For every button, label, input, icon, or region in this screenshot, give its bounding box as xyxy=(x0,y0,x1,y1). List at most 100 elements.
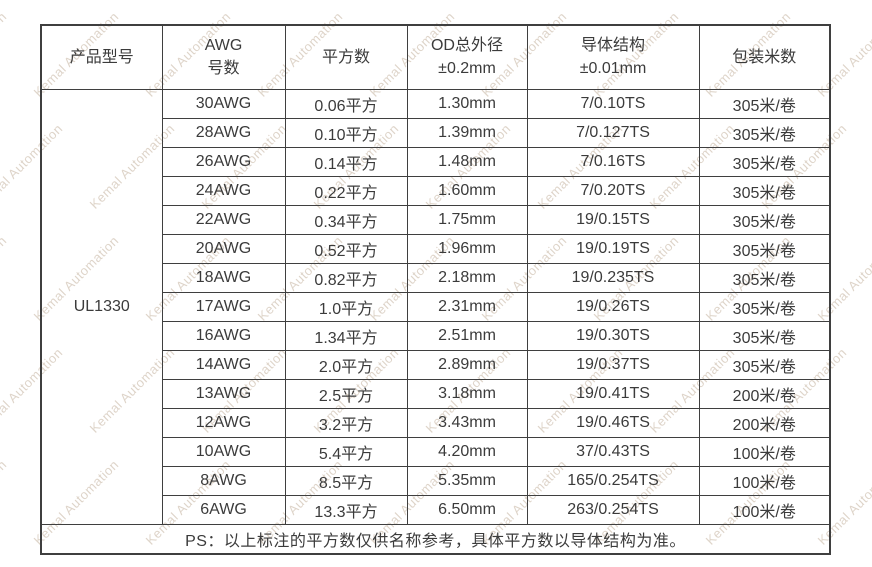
awg-cell: 18AWG xyxy=(161,262,286,293)
header-product-model: 产品型号 xyxy=(40,24,163,90)
sqmm-cell: 0.22平方 xyxy=(284,175,408,206)
awg-cell: 14AWG xyxy=(161,349,286,380)
table-row: 12AWG 3.2平方 3.43mm 19/0.46TS 200米/卷 xyxy=(41,407,831,438)
table-row: 24AWG 0.22平方 1.60mm 7/0.20TS 305米/卷 xyxy=(41,175,831,206)
od-cell: 1.48mm xyxy=(406,146,528,177)
header-awg: AWG 号数 xyxy=(161,24,286,90)
conductor-cell: 165/0.254TS xyxy=(526,465,700,496)
header-sqmm: 平方数 xyxy=(284,24,408,90)
conductor-cell: 19/0.26TS xyxy=(526,291,700,322)
conductor-cell: 19/0.15TS xyxy=(526,204,700,235)
od-cell: 2.31mm xyxy=(406,291,528,322)
conductor-cell: 37/0.43TS xyxy=(526,436,700,467)
footer-note: PS：以上标注的平方数仅供名称参考，具体平方数以导体结构为准。 xyxy=(40,523,831,555)
table-row: 26AWG 0.14平方 1.48mm 7/0.16TS 305米/卷 xyxy=(41,146,831,177)
od-cell: 1.60mm xyxy=(406,175,528,206)
awg-cell: 22AWG xyxy=(161,204,286,235)
conductor-cell: 19/0.19TS xyxy=(526,233,700,264)
table-row: UL1330 30AWG 0.06平方 1.30mm 7/0.10TS 305米… xyxy=(40,88,831,525)
packing-cell: 305米/卷 xyxy=(698,233,831,264)
od-cell: 2.18mm xyxy=(406,262,528,293)
packing-cell: 100米/卷 xyxy=(698,465,831,496)
conductor-cell: 19/0.46TS xyxy=(526,407,700,438)
header-od: OD总外径 ±0.2mm xyxy=(406,24,528,90)
sqmm-cell: 0.52平方 xyxy=(284,233,408,264)
awg-cell: 24AWG xyxy=(161,175,286,206)
wire-spec-table: 产品型号 AWG 号数 平方数 OD总外径 ±0.2mm 导体结构 ±0.01m… xyxy=(40,24,831,555)
conductor-cell: 7/0.20TS xyxy=(526,175,700,206)
watermark-text: Kemal Automation xyxy=(0,456,10,548)
awg-cell: 12AWG xyxy=(161,407,286,438)
od-cell: 3.18mm xyxy=(406,378,528,409)
awg-cell: 8AWG xyxy=(161,465,286,496)
packing-cell: 305米/卷 xyxy=(698,175,831,206)
awg-cell: 26AWG xyxy=(161,146,286,177)
sqmm-cell: 1.0平方 xyxy=(284,291,408,322)
od-cell: 1.96mm xyxy=(406,233,528,264)
sqmm-cell: 0.82平方 xyxy=(284,262,408,293)
packing-cell: 100米/卷 xyxy=(698,494,831,525)
packing-cell: 305米/卷 xyxy=(698,291,831,322)
awg-cell: 17AWG xyxy=(161,291,286,322)
packing-cell: 305米/卷 xyxy=(698,88,831,119)
awg-cell: 20AWG xyxy=(161,233,286,264)
sqmm-cell: 2.0平方 xyxy=(284,349,408,380)
sqmm-cell: 0.34平方 xyxy=(284,204,408,235)
table-row: 14AWG 2.0平方 2.89mm 19/0.37TS 305米/卷 xyxy=(41,349,831,380)
watermark-text: Kemal Automation xyxy=(0,8,10,100)
conductor-cell: 19/0.37TS xyxy=(526,349,700,380)
conductor-cell: 7/0.127TS xyxy=(526,117,700,148)
sqmm-cell: 1.34平方 xyxy=(284,320,408,351)
od-cell: 2.89mm xyxy=(406,349,528,380)
od-cell: 2.51mm xyxy=(406,320,528,351)
conductor-cell: 19/0.41TS xyxy=(526,378,700,409)
header-conductor: 导体结构 ±0.01mm xyxy=(526,24,700,90)
sqmm-cell: 0.10平方 xyxy=(284,117,408,148)
packing-cell: 200米/卷 xyxy=(698,378,831,409)
od-cell: 1.39mm xyxy=(406,117,528,148)
packing-cell: 305米/卷 xyxy=(698,320,831,351)
conductor-cell: 19/0.30TS xyxy=(526,320,700,351)
od-cell: 4.20mm xyxy=(406,436,528,467)
table-row: 10AWG 5.4平方 4.20mm 37/0.43TS 100米/卷 xyxy=(41,436,831,467)
od-cell: 1.30mm xyxy=(406,88,528,119)
awg-cell: 10AWG xyxy=(161,436,286,467)
sqmm-cell: 2.5平方 xyxy=(284,378,408,409)
awg-cell: 30AWG xyxy=(161,88,286,119)
sqmm-cell: 8.5平方 xyxy=(284,465,408,496)
table-row: 20AWG 0.52平方 1.96mm 19/0.19TS 305米/卷 xyxy=(41,233,831,264)
sqmm-cell: 3.2平方 xyxy=(284,407,408,438)
table-row: 22AWG 0.34平方 1.75mm 19/0.15TS 305米/卷 xyxy=(41,204,831,235)
awg-cell: 28AWG xyxy=(161,117,286,148)
table-row: 18AWG 0.82平方 2.18mm 19/0.235TS 305米/卷 xyxy=(41,262,831,293)
awg-cell: 13AWG xyxy=(161,378,286,409)
packing-cell: 305米/卷 xyxy=(698,262,831,293)
packing-cell: 305米/卷 xyxy=(698,204,831,235)
conductor-cell: 263/0.254TS xyxy=(526,494,700,525)
watermark-text: Kemal Automation xyxy=(0,232,10,324)
table-row: 28AWG 0.10平方 1.39mm 7/0.127TS 305米/卷 xyxy=(41,117,831,148)
sqmm-cell: 0.14平方 xyxy=(284,146,408,177)
od-cell: 1.75mm xyxy=(406,204,528,235)
sqmm-cell: 0.06平方 xyxy=(284,88,408,119)
packing-cell: 200米/卷 xyxy=(698,407,831,438)
product-model-cell: UL1330 xyxy=(40,88,163,525)
awg-cell: 16AWG xyxy=(161,320,286,351)
table-row: 8AWG 8.5平方 5.35mm 165/0.254TS 100米/卷 xyxy=(41,465,831,496)
sqmm-cell: 5.4平方 xyxy=(284,436,408,467)
od-cell: 3.43mm xyxy=(406,407,528,438)
sqmm-cell: 13.3平方 xyxy=(284,494,408,525)
awg-cell: 6AWG xyxy=(161,494,286,525)
packing-cell: 305米/卷 xyxy=(698,349,831,380)
table-row: 13AWG 2.5平方 3.18mm 19/0.41TS 200米/卷 xyxy=(41,378,831,409)
conductor-cell: 7/0.16TS xyxy=(526,146,700,177)
packing-cell: 305米/卷 xyxy=(698,146,831,177)
conductor-cell: 19/0.235TS xyxy=(526,262,700,293)
conductor-cell: 7/0.10TS xyxy=(526,88,700,119)
table-header-row: 产品型号 AWG 号数 平方数 OD总外径 ±0.2mm 导体结构 ±0.01m… xyxy=(40,24,831,90)
od-cell: 5.35mm xyxy=(406,465,528,496)
packing-cell: 305米/卷 xyxy=(698,117,831,148)
od-cell: 6.50mm xyxy=(406,494,528,525)
table-footer-row: PS：以上标注的平方数仅供名称参考，具体平方数以导体结构为准。 xyxy=(40,523,831,555)
